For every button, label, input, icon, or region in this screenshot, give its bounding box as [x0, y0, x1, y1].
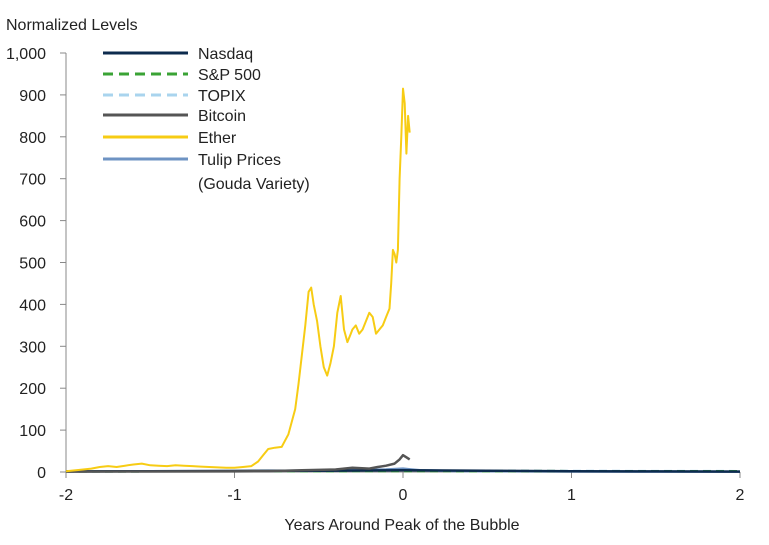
legend-label-tulip-line1: Tulip Prices: [198, 152, 281, 169]
series-line-bitcoin: [65, 453, 411, 473]
series-lines-group: [65, 87, 741, 473]
legend-label-ether: Ether: [198, 130, 237, 147]
x-tick-label: -1: [227, 487, 241, 504]
y-tick-label: 800: [19, 130, 46, 147]
x-tick-group: -2 -1 0 1 2: [59, 472, 745, 504]
legend-label-tulip-line2: (Gouda Variety): [198, 176, 310, 193]
y-tick-label: 1,000: [6, 46, 46, 63]
series-line-ether: [65, 87, 411, 473]
y-tick-label: 600: [19, 214, 46, 231]
x-tick-label: -2: [59, 487, 73, 504]
y-tick-label: 200: [19, 381, 46, 398]
y-tick-label: 0: [37, 465, 46, 482]
legend-label-nasdaq: Nasdaq: [198, 46, 253, 63]
legend: Nasdaq S&P 500 TOPIX Bitcoin Ether Tulip…: [103, 46, 310, 193]
y-tick-label: 900: [19, 88, 46, 105]
x-tick-label: 1: [567, 487, 576, 504]
x-axis-title: Years Around Peak of the Bubble: [284, 517, 519, 534]
x-tick-label: 0: [399, 487, 408, 504]
y-axis-title: Normalized Levels: [6, 17, 138, 34]
y-tick-label: 400: [19, 297, 46, 314]
y-tick-label: 500: [19, 256, 46, 273]
legend-label-bitcoin: Bitcoin: [198, 108, 246, 125]
y-tick-label: 700: [19, 172, 46, 189]
legend-label-sp500: S&P 500: [198, 67, 261, 84]
x-tick-label: 2: [736, 487, 745, 504]
y-tick-group: 0 100 200 300 400 500 600 700 800 900 1,000: [6, 46, 66, 482]
y-tick-label: 300: [19, 339, 46, 356]
y-tick-label: 100: [19, 423, 46, 440]
legend-label-topix: TOPIX: [198, 88, 246, 105]
